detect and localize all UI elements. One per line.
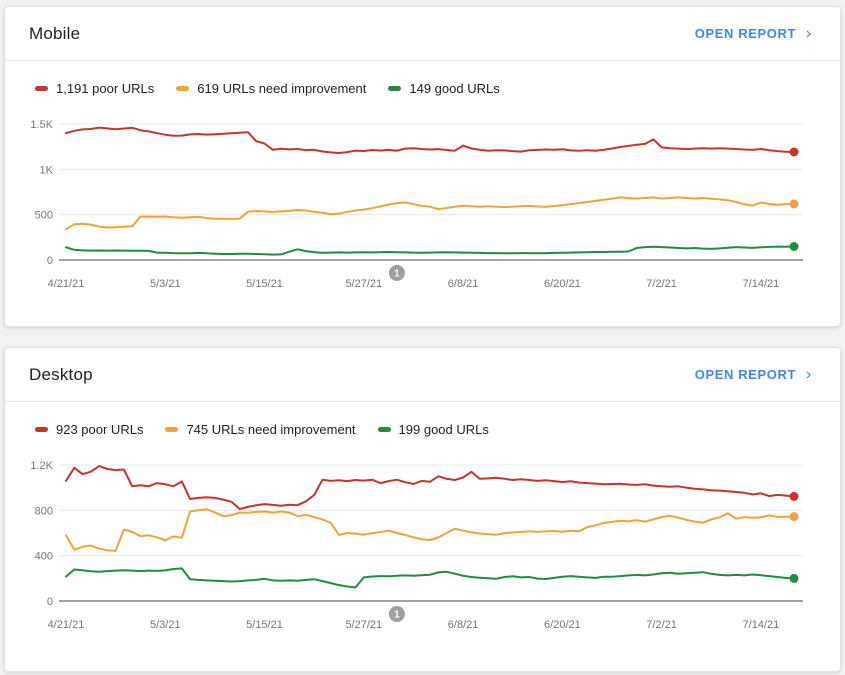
svg-text:1: 1 bbox=[394, 269, 400, 280]
mobile-card: Mobile OPEN REPORT 1,191 poor URLs 619 U… bbox=[4, 6, 841, 327]
svg-text:1: 1 bbox=[394, 610, 400, 621]
svg-text:7/2/21: 7/2/21 bbox=[646, 619, 677, 631]
desktop-chart-area: 1.2K 800 400 0 4/21/21 5/3/21 5/15/21 5/27/21 6/… bbox=[5, 442, 840, 649]
legend-label-good: 199 good URLs bbox=[398, 421, 489, 437]
card-title-mobile: Mobile bbox=[29, 23, 81, 43]
mobile-chart-area: 1.5K 1K 500 0 4/21/21 5/3/21 5/15/21 5/27/21 6/8… bbox=[5, 101, 840, 308]
legend-label-good: 149 good URLs bbox=[409, 80, 500, 96]
mobile-cwv-line-chart[interactable]: 1.5K 1K 500 0 4/21/21 5/3/21 5/15/21 5/27/21 6/8… bbox=[5, 101, 841, 308]
svg-text:4/21/21: 4/21/21 bbox=[48, 619, 85, 631]
svg-text:1.5K: 1.5K bbox=[30, 119, 53, 131]
svg-text:6/20/21: 6/20/21 bbox=[544, 619, 581, 631]
svg-text:6/20/21: 6/20/21 bbox=[544, 278, 581, 290]
chevron-right-icon bbox=[802, 27, 816, 41]
legend-dash-icon bbox=[176, 85, 190, 91]
svg-text:400: 400 bbox=[35, 551, 53, 563]
svg-text:7/14/21: 7/14/21 bbox=[743, 619, 780, 631]
series-line-poor-URLs bbox=[65, 465, 795, 510]
svg-text:7/14/21: 7/14/21 bbox=[743, 278, 780, 290]
legend-item-good: 199 good URLs bbox=[377, 421, 489, 437]
series-line-poor-URLs bbox=[65, 126, 795, 154]
legend-dash-icon bbox=[165, 426, 179, 432]
desktop-card: Desktop OPEN REPORT 923 poor URLs 745 UR… bbox=[4, 347, 841, 672]
card-title-desktop: Desktop bbox=[29, 364, 93, 384]
series-end-dot bbox=[789, 147, 799, 157]
svg-text:5/27/21: 5/27/21 bbox=[345, 619, 382, 631]
series-end-dot bbox=[789, 573, 799, 583]
series-end-dot bbox=[789, 242, 799, 251]
desktop-card-header: Desktop OPEN REPORT bbox=[5, 348, 840, 402]
legend-item-needs-improvement: 745 URLs need improvement bbox=[165, 421, 356, 437]
svg-text:800: 800 bbox=[35, 505, 53, 517]
open-report-link-mobile[interactable]: OPEN REPORT bbox=[695, 26, 816, 41]
series-line-URLs-need-improvement bbox=[65, 196, 795, 231]
open-report-link-desktop[interactable]: OPEN REPORT bbox=[695, 367, 816, 382]
series-line-URLs-need-improvement bbox=[65, 508, 795, 552]
series-end-dot bbox=[789, 512, 799, 522]
legend-label-poor: 1,191 poor URLs bbox=[56, 80, 155, 96]
svg-text:6/8/21: 6/8/21 bbox=[448, 619, 479, 631]
desktop-legend: 923 poor URLs 745 URLs need improvement … bbox=[5, 402, 840, 439]
legend-dash-icon bbox=[377, 426, 391, 432]
legend-dash-icon bbox=[35, 426, 48, 432]
svg-text:500: 500 bbox=[35, 210, 53, 222]
legend-label-needs-improvement: 745 URLs need improvement bbox=[186, 421, 356, 437]
series-end-dot bbox=[789, 491, 799, 501]
legend-dash-icon bbox=[35, 85, 48, 91]
legend-item-good: 149 good URLs bbox=[388, 80, 500, 96]
legend-label-poor: 923 poor URLs bbox=[56, 421, 144, 437]
svg-text:0: 0 bbox=[47, 255, 53, 267]
annotation-marker[interactable] bbox=[388, 265, 405, 281]
svg-text:1K: 1K bbox=[40, 164, 54, 176]
svg-text:5/15/21: 5/15/21 bbox=[246, 619, 283, 631]
svg-text:5/27/21: 5/27/21 bbox=[345, 278, 382, 290]
legend-item-poor: 1,191 poor URLs bbox=[35, 81, 154, 96]
svg-text:4/21/21: 4/21/21 bbox=[48, 278, 85, 290]
legend-item-poor: 923 poor URLs bbox=[35, 422, 143, 437]
chevron-right-icon bbox=[802, 368, 816, 382]
open-report-label: OPEN REPORT bbox=[694, 367, 796, 382]
annotation-marker[interactable] bbox=[388, 606, 405, 622]
series-line-good-URLs bbox=[65, 245, 795, 256]
svg-text:0: 0 bbox=[47, 596, 53, 608]
mobile-card-header: Mobile OPEN REPORT bbox=[5, 7, 840, 61]
legend-label-needs-improvement: 619 URLs need improvement bbox=[197, 80, 367, 96]
legend-item-needs-improvement: 619 URLs need improvement bbox=[176, 81, 366, 96]
svg-text:7/2/21: 7/2/21 bbox=[646, 278, 677, 290]
svg-text:1.2K: 1.2K bbox=[30, 460, 53, 472]
open-report-label: OPEN REPORT bbox=[694, 26, 796, 41]
series-end-dot bbox=[789, 199, 799, 209]
svg-text:5/15/21: 5/15/21 bbox=[246, 278, 283, 290]
legend-dash-icon bbox=[388, 85, 402, 91]
svg-text:5/3/21: 5/3/21 bbox=[150, 278, 181, 290]
desktop-cwv-line-chart[interactable]: 1.2K 800 400 0 4/21/21 5/3/21 5/15/21 5/27/21 6/… bbox=[5, 442, 841, 649]
svg-text:6/8/21: 6/8/21 bbox=[448, 278, 479, 290]
mobile-legend: 1,191 poor URLs 619 URLs need improvemen… bbox=[5, 61, 840, 98]
series-line-good-URLs bbox=[65, 567, 795, 589]
svg-text:5/3/21: 5/3/21 bbox=[150, 619, 181, 631]
